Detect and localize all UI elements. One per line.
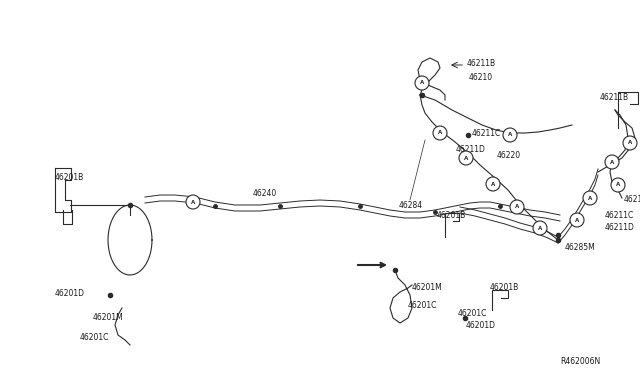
Text: 46201B: 46201B bbox=[55, 173, 84, 183]
Text: 46211C: 46211C bbox=[472, 128, 501, 138]
Text: 46201C: 46201C bbox=[408, 301, 437, 311]
Text: A: A bbox=[420, 80, 424, 86]
Circle shape bbox=[611, 178, 625, 192]
Text: R462006N: R462006N bbox=[560, 357, 600, 366]
Text: 46211C: 46211C bbox=[605, 211, 634, 219]
Text: A: A bbox=[538, 225, 542, 231]
Circle shape bbox=[583, 191, 597, 205]
Text: 46211B: 46211B bbox=[467, 58, 496, 67]
Circle shape bbox=[533, 221, 547, 235]
Text: 46201M: 46201M bbox=[412, 283, 443, 292]
Text: A: A bbox=[491, 182, 495, 186]
Text: 46285M: 46285M bbox=[565, 244, 596, 253]
Text: A: A bbox=[628, 141, 632, 145]
Text: A: A bbox=[508, 132, 512, 138]
Text: 46240: 46240 bbox=[253, 189, 277, 199]
Circle shape bbox=[433, 126, 447, 140]
Circle shape bbox=[605, 155, 619, 169]
Text: A: A bbox=[464, 155, 468, 160]
Text: 46201C: 46201C bbox=[80, 334, 109, 343]
Text: 46220: 46220 bbox=[497, 151, 521, 160]
Circle shape bbox=[510, 200, 524, 214]
Text: 46201D: 46201D bbox=[466, 321, 496, 330]
Circle shape bbox=[415, 76, 429, 90]
Text: 46211D: 46211D bbox=[456, 145, 486, 154]
Circle shape bbox=[503, 128, 517, 142]
Text: 46284: 46284 bbox=[399, 201, 423, 209]
Text: A: A bbox=[515, 205, 519, 209]
Text: A: A bbox=[575, 218, 579, 222]
Text: 46210: 46210 bbox=[624, 196, 640, 205]
Circle shape bbox=[570, 213, 584, 227]
Text: 46201D: 46201D bbox=[55, 289, 85, 298]
Text: A: A bbox=[616, 183, 620, 187]
Text: A: A bbox=[610, 160, 614, 164]
Text: 46210: 46210 bbox=[469, 74, 493, 83]
Circle shape bbox=[486, 177, 500, 191]
Text: 46201B: 46201B bbox=[490, 283, 519, 292]
Circle shape bbox=[623, 136, 637, 150]
Text: 46211D: 46211D bbox=[605, 224, 635, 232]
Circle shape bbox=[459, 151, 473, 165]
Circle shape bbox=[186, 195, 200, 209]
Text: 46201B: 46201B bbox=[437, 211, 467, 219]
Text: A: A bbox=[438, 131, 442, 135]
Text: 46211B: 46211B bbox=[600, 93, 629, 103]
Text: A: A bbox=[191, 199, 195, 205]
Text: 46201M: 46201M bbox=[93, 314, 124, 323]
Text: 46201C: 46201C bbox=[458, 308, 488, 317]
Text: A: A bbox=[588, 196, 592, 201]
